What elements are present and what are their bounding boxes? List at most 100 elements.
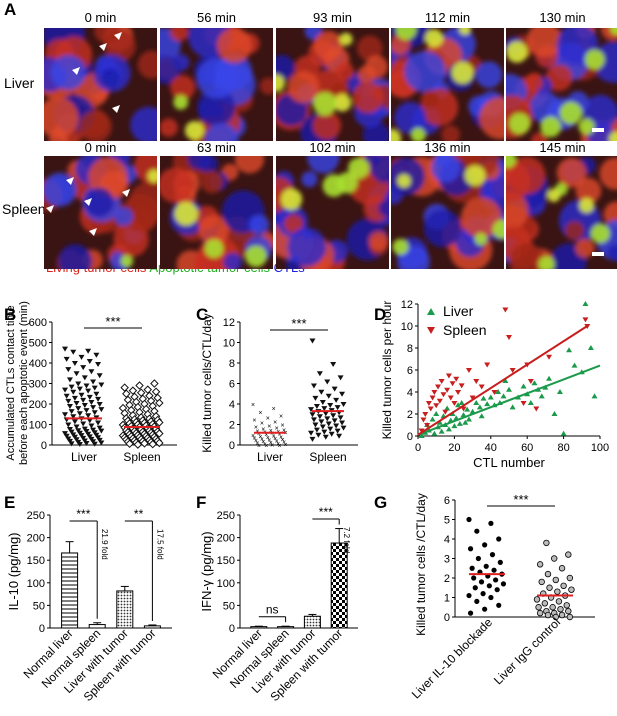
data-point <box>95 396 102 402</box>
data-point: × <box>279 413 283 420</box>
data-point <box>427 406 434 412</box>
data-point <box>500 393 507 399</box>
data-point <box>425 401 432 406</box>
data-point: × <box>266 415 270 422</box>
data-point <box>339 420 346 426</box>
data-point <box>333 423 340 429</box>
data-point <box>466 592 472 599</box>
data-point: × <box>264 432 268 439</box>
data-point <box>316 371 323 377</box>
data-point <box>418 433 425 438</box>
data-point <box>496 602 502 608</box>
data-point <box>148 439 157 449</box>
data-point <box>568 586 575 593</box>
x-tick-label: 80 <box>557 442 569 454</box>
data-point <box>151 387 161 396</box>
data-point <box>312 422 319 428</box>
data-point: × <box>255 440 259 447</box>
data-point <box>321 406 328 412</box>
data-point <box>440 392 447 398</box>
data-point <box>328 431 335 437</box>
data-point <box>493 577 499 583</box>
data-point: × <box>251 402 255 409</box>
data-point <box>327 426 334 432</box>
data-point <box>91 441 98 447</box>
scale-bar <box>592 252 604 256</box>
data-point <box>465 416 472 422</box>
data-point <box>455 390 462 395</box>
data-point <box>566 613 574 621</box>
data-point <box>445 426 452 432</box>
y-axis-label: Killed tumor cells /CTL/day <box>414 493 428 636</box>
data-point <box>558 611 566 619</box>
y-tick-label: 150 <box>217 555 235 567</box>
significance-label: ns <box>266 603 279 617</box>
data-point: × <box>282 428 286 435</box>
data-point <box>444 405 451 411</box>
data-point <box>500 581 507 587</box>
data-point <box>68 409 75 415</box>
y-tick-label: 300 <box>29 379 47 391</box>
data-point <box>455 402 462 408</box>
data-point <box>310 383 317 389</box>
panel-c-letter: C <box>196 305 209 324</box>
data-point <box>546 354 553 360</box>
data-point <box>488 594 494 601</box>
data-point: × <box>267 424 271 431</box>
fold-label: 7.2 fold <box>342 527 351 553</box>
data-point <box>86 394 93 400</box>
data-point: × <box>273 419 277 426</box>
y-tick-label: 1 <box>444 593 450 605</box>
data-point <box>549 604 556 611</box>
data-point <box>420 417 427 423</box>
data-point <box>491 567 497 573</box>
data-point: × <box>270 442 274 449</box>
time-label: 130 min <box>539 10 586 25</box>
data-point <box>538 578 545 586</box>
data-point <box>70 389 77 395</box>
data-point <box>309 412 316 418</box>
y-tick-label: 6 <box>444 495 450 507</box>
data-point <box>80 365 87 371</box>
data-point <box>435 384 442 390</box>
y-tick-label: 0 <box>229 623 235 635</box>
data-point <box>78 433 85 439</box>
data-point <box>478 413 485 419</box>
data-point <box>68 441 75 447</box>
bar <box>330 542 348 629</box>
data-point <box>313 427 320 433</box>
data-point: × <box>270 431 274 438</box>
data-point <box>95 420 102 426</box>
y-tick-label: 0 <box>41 440 47 452</box>
time-label: 112 min <box>424 10 471 25</box>
microscopy-tile <box>44 28 157 141</box>
data-point <box>325 393 332 399</box>
data-point <box>473 400 480 405</box>
data-point <box>480 395 487 401</box>
x-tick-label: Liver <box>71 450 97 464</box>
data-point <box>83 408 90 414</box>
x-tick-label: 100 <box>591 442 609 454</box>
data-point <box>480 591 486 597</box>
legend-label: Spleen <box>443 322 487 338</box>
arrowhead-icon <box>46 205 54 213</box>
x-tick-label: 0 <box>415 442 421 454</box>
data-point <box>489 552 496 558</box>
data-point <box>73 371 80 377</box>
data-point <box>438 428 445 434</box>
data-point <box>81 403 88 409</box>
data-point <box>582 317 589 323</box>
data-point <box>474 598 480 605</box>
data-point <box>431 390 438 395</box>
y-tick-label: 2 <box>407 409 413 421</box>
data-point <box>340 402 347 407</box>
data-point <box>422 412 429 417</box>
data-point: × <box>275 426 279 433</box>
data-point <box>128 386 138 395</box>
data-point <box>438 379 445 384</box>
data-point <box>339 391 346 397</box>
y-tick-label: 4 <box>407 387 413 399</box>
y-axis-label: IL-10 (pg/mg) <box>6 532 21 610</box>
data-point <box>544 611 552 619</box>
data-point <box>551 411 558 416</box>
